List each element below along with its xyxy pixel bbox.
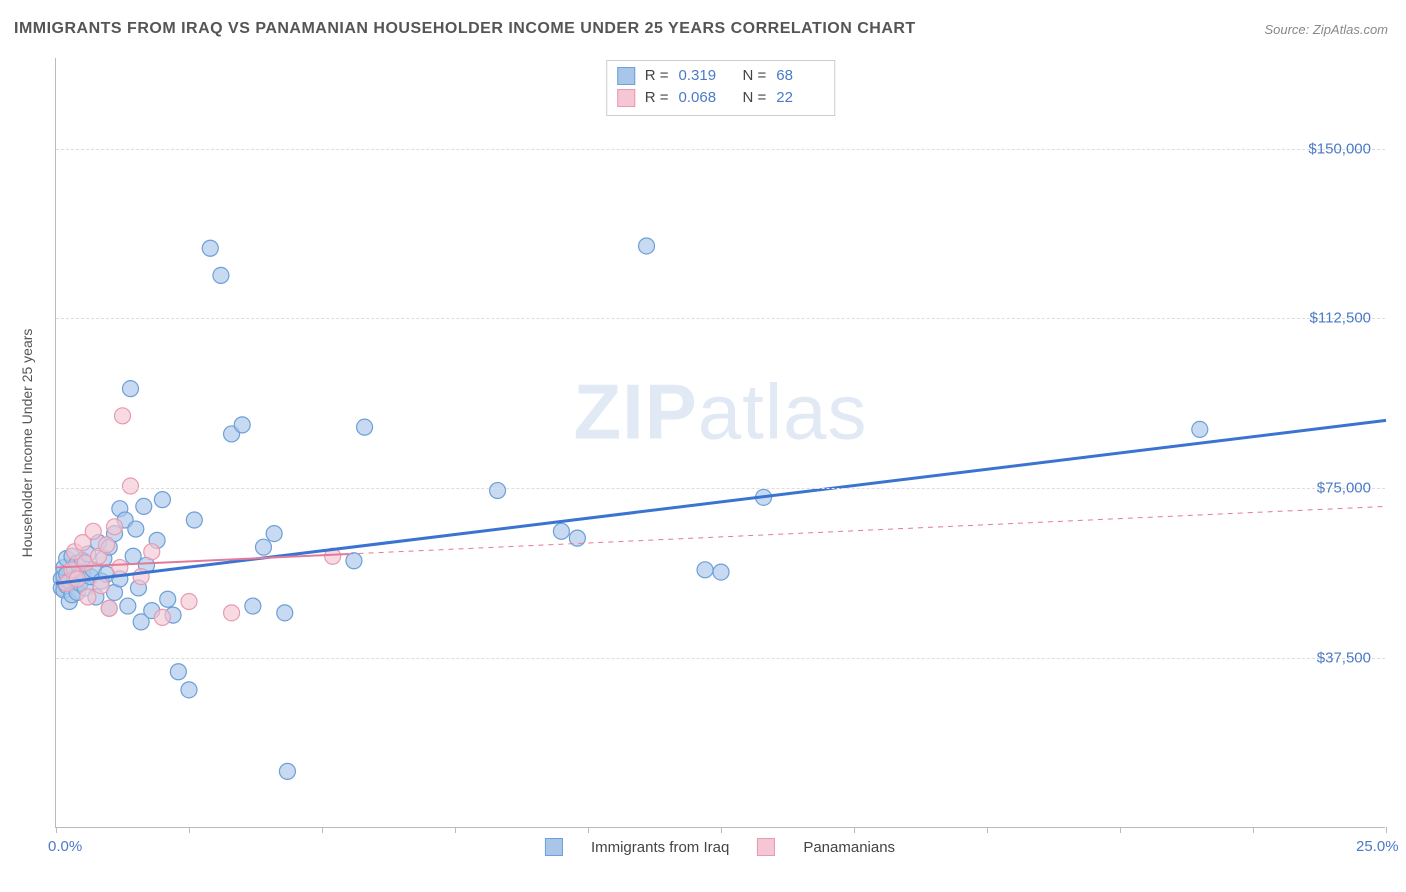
data-point xyxy=(122,478,138,494)
legend-label-0: Immigrants from Iraq xyxy=(591,839,729,856)
x-tick-label: 25.0% xyxy=(1356,838,1399,855)
data-point xyxy=(346,553,362,569)
x-tick xyxy=(721,827,722,833)
data-point xyxy=(85,523,101,539)
gridline xyxy=(56,488,1385,489)
legend-swatch-1 xyxy=(757,838,775,856)
swatch-series-0 xyxy=(617,67,635,85)
data-point xyxy=(277,605,293,621)
correlation-stats-box: R = 0.319 N = 68 R = 0.068 N = 22 xyxy=(606,60,836,116)
r-value-1: 0.068 xyxy=(679,87,727,109)
data-point xyxy=(255,539,271,555)
data-point xyxy=(697,562,713,578)
data-point xyxy=(713,564,729,580)
data-point xyxy=(93,578,109,594)
data-point xyxy=(490,483,506,499)
swatch-series-1 xyxy=(617,89,635,107)
x-tick xyxy=(189,827,190,833)
r-value-0: 0.319 xyxy=(679,65,727,87)
data-point xyxy=(186,512,202,528)
data-point xyxy=(213,267,229,283)
data-point xyxy=(202,240,218,256)
data-point xyxy=(128,521,144,537)
chart-title: IMMIGRANTS FROM IRAQ VS PANAMANIAN HOUSE… xyxy=(14,20,916,38)
r-label: R = xyxy=(645,65,669,87)
x-tick xyxy=(56,827,57,833)
data-point xyxy=(224,605,240,621)
data-point xyxy=(266,526,282,542)
data-point xyxy=(1192,421,1208,437)
x-tick xyxy=(588,827,589,833)
stats-row-series-0: R = 0.319 N = 68 xyxy=(617,65,825,87)
gridline xyxy=(56,318,1385,319)
n-value-0: 68 xyxy=(776,65,824,87)
chart-area: ZIPatlas R = 0.319 N = 68 R = 0.068 N = … xyxy=(55,58,1385,828)
data-point xyxy=(181,594,197,610)
y-tick-label: $75,000 xyxy=(1317,480,1371,497)
x-tick xyxy=(1253,827,1254,833)
data-point xyxy=(181,682,197,698)
gridline xyxy=(56,658,1385,659)
data-point xyxy=(144,544,160,560)
n-label: N = xyxy=(743,65,767,87)
bottom-legend: Immigrants from Iraq Panamanians xyxy=(545,838,895,856)
data-point xyxy=(234,417,250,433)
r-label: R = xyxy=(645,87,669,109)
legend-label-1: Panamanians xyxy=(803,839,895,856)
x-tick xyxy=(1386,827,1387,833)
data-point xyxy=(245,598,261,614)
data-point xyxy=(279,763,295,779)
n-value-1: 22 xyxy=(776,87,824,109)
data-point xyxy=(112,560,128,576)
y-axis-label: Householder Income Under 25 years xyxy=(19,329,35,558)
data-point xyxy=(154,609,170,625)
stats-row-series-1: R = 0.068 N = 22 xyxy=(617,87,825,109)
data-point xyxy=(122,381,138,397)
data-point xyxy=(107,519,123,535)
data-point xyxy=(160,591,176,607)
data-point xyxy=(136,498,152,514)
data-point xyxy=(170,664,186,680)
x-tick-label: 0.0% xyxy=(48,838,82,855)
plot-region: ZIPatlas R = 0.319 N = 68 R = 0.068 N = … xyxy=(55,58,1385,828)
data-point xyxy=(115,408,131,424)
data-point xyxy=(101,600,117,616)
x-tick xyxy=(854,827,855,833)
data-point xyxy=(639,238,655,254)
x-tick xyxy=(322,827,323,833)
scatter-svg xyxy=(56,58,1386,828)
y-tick-label: $112,500 xyxy=(1310,310,1371,327)
trend-line-extrapolated xyxy=(349,506,1386,554)
data-point xyxy=(120,598,136,614)
x-tick xyxy=(455,827,456,833)
data-point xyxy=(154,492,170,508)
data-point xyxy=(80,589,96,605)
data-point xyxy=(99,537,115,553)
gridline xyxy=(56,149,1385,150)
source-attribution: Source: ZipAtlas.com xyxy=(1264,22,1388,37)
legend-swatch-0 xyxy=(545,838,563,856)
x-tick xyxy=(1120,827,1121,833)
x-tick xyxy=(987,827,988,833)
data-point xyxy=(553,523,569,539)
y-tick-label: $37,500 xyxy=(1317,650,1371,667)
y-tick-label: $150,000 xyxy=(1308,140,1371,157)
data-point xyxy=(357,419,373,435)
n-label: N = xyxy=(743,87,767,109)
